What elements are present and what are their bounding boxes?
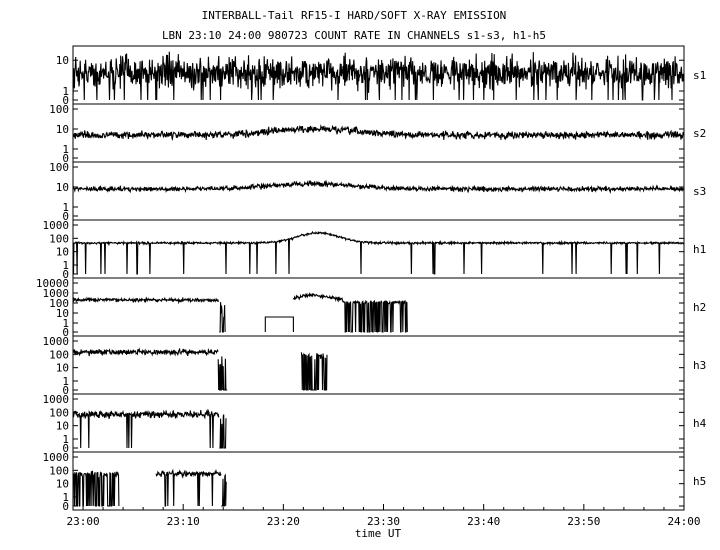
channel-label: s3 (693, 185, 706, 198)
trace-h5 (221, 473, 227, 507)
panel-s3: 100 10 10 s3 (49, 161, 706, 223)
y-tick-label: 1000 (43, 335, 70, 348)
trace-h1 (72, 230, 685, 275)
trace-h3 (300, 352, 328, 391)
trace-h3 (72, 347, 219, 357)
y-tick-label: 100 (49, 464, 69, 477)
y-tick-label: 0 (62, 94, 69, 107)
panel-frame (72, 219, 685, 279)
trace-s1 (72, 51, 685, 101)
channel-label: s1 (693, 69, 706, 82)
panel-frame (72, 335, 685, 395)
y-tick-label: 1 (62, 433, 69, 446)
y-tick-label: 10 (56, 181, 69, 194)
x-tick-label: 23:40 (467, 515, 500, 528)
panel-s2: 100 10 10 s2 (49, 103, 706, 165)
channel-label: h3 (693, 359, 706, 372)
trace-s2 (72, 124, 685, 141)
figure-subtitle: LBN 23:10 24:00 980723 COUNT RATE IN CHA… (162, 29, 546, 42)
y-tick-label: 10 (56, 307, 69, 320)
x-axis-label: time UT (355, 527, 402, 540)
trace-h2 (264, 316, 294, 332)
y-tick-label: 100 (49, 406, 69, 419)
y-tick-label: 1 (62, 201, 69, 214)
x-tick-label: 23:10 (167, 515, 200, 528)
y-tick-label: 1 (62, 85, 69, 98)
trace-h4 (219, 414, 227, 449)
y-tick-label: 100 (49, 348, 69, 361)
y-tick-label: 0 (62, 268, 69, 281)
y-tick-label: 10 (56, 478, 69, 491)
channel-panels: 1010s11001010s21001010s310001001010h1100… (36, 45, 707, 513)
y-tick-label: 10 (56, 246, 69, 259)
y-tick-label: 0 (62, 326, 69, 339)
y-tick-label: 1 (62, 143, 69, 156)
figure-title: INTERBALL-Tail RF15-I HARD/SOFT X-RAY EM… (202, 9, 507, 22)
panel-s1: 10 10 s1 (56, 45, 706, 107)
y-tick-label: 100 (49, 297, 69, 310)
channel-label: h1 (693, 243, 706, 256)
y-tick-label: 0 (62, 442, 69, 455)
y-tick-label: 10000 (36, 277, 69, 290)
y-tick-label: 1000 (43, 451, 70, 464)
trace-h2 (292, 291, 344, 303)
time-axis: 23:00 23:10 23:20 23:30 23:40 23:50 24:00 (66, 504, 701, 528)
y-tick-label: 1 (62, 375, 69, 388)
y-tick-label: 1000 (43, 287, 70, 300)
y-tick-label: 1 (62, 317, 69, 330)
trace-h5 (155, 468, 222, 507)
x-tick-label: 23:00 (66, 515, 99, 528)
panel-frame (72, 451, 685, 511)
y-tick-label: 100 (49, 232, 69, 245)
y-tick-label: 10 (56, 420, 69, 433)
y-tick-label: 1 (62, 491, 69, 504)
trace-s3 (72, 179, 685, 195)
y-tick-label: 0 (62, 500, 69, 513)
trace-h5 (72, 470, 120, 507)
trace-h2 (219, 302, 226, 333)
y-tick-label: 0 (62, 210, 69, 223)
y-tick-label: 1 (62, 259, 69, 272)
x-tick-label: 23:50 (567, 515, 600, 528)
x-tick-label: 23:30 (367, 515, 400, 528)
x-tick-label: 24:00 (667, 515, 700, 528)
y-tick-label: 100 (49, 103, 69, 116)
y-tick-label: 1000 (43, 393, 70, 406)
trace-h2 (72, 296, 220, 305)
x-tick-label: 23:20 (267, 515, 300, 528)
y-tick-label: 0 (62, 384, 69, 397)
channel-label: h4 (693, 417, 707, 430)
y-tick-label: 10 (56, 362, 69, 375)
trace-h2 (342, 299, 408, 333)
channel-label: h2 (693, 301, 706, 314)
y-tick-label: 10 (56, 54, 69, 67)
y-tick-label: 100 (49, 161, 69, 174)
y-tick-label: 10 (56, 123, 69, 136)
panel-frame (72, 393, 685, 453)
y-tick-label: 0 (62, 152, 69, 165)
channel-label: h5 (693, 475, 706, 488)
y-tick-label: 1000 (43, 219, 70, 232)
trace-h4 (72, 408, 220, 449)
trace-h3 (217, 356, 228, 391)
channel-label: s2 (693, 127, 706, 140)
